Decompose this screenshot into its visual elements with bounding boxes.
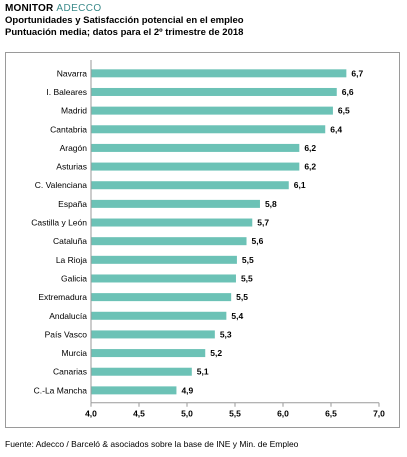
category-label: España bbox=[58, 199, 87, 209]
value-label: 6,1 bbox=[294, 180, 306, 190]
bar bbox=[91, 87, 337, 96]
value-label: 6,2 bbox=[304, 162, 316, 172]
bar bbox=[91, 255, 237, 264]
bar bbox=[91, 181, 289, 190]
category-label: Cataluña bbox=[53, 236, 87, 246]
x-tick-label: 7,0 bbox=[373, 409, 385, 419]
bars-layer: Navarra 6,7 I. Baleares 6,6 Madrid 6,5 Cantabr… bbox=[31, 68, 363, 395]
bar bbox=[91, 274, 236, 283]
x-tick-label: 5,5 bbox=[229, 409, 241, 419]
value-label: 5,5 bbox=[236, 292, 248, 302]
bar bbox=[91, 330, 215, 339]
x-tick-label: 5,0 bbox=[181, 409, 193, 419]
bar bbox=[91, 386, 177, 395]
brand-accent: ADECCO bbox=[56, 3, 102, 14]
bar bbox=[91, 143, 300, 152]
value-label: 5,5 bbox=[241, 273, 253, 283]
x-tick-label: 6,5 bbox=[325, 409, 337, 419]
category-label: Asturias bbox=[56, 162, 87, 172]
category-label: Galicia bbox=[61, 273, 87, 283]
chart-header: MONITOR ADECCO Oportunidades y Satisfacc… bbox=[5, 3, 403, 39]
bar bbox=[91, 218, 253, 227]
bar bbox=[91, 106, 333, 115]
bar bbox=[91, 367, 192, 376]
value-label: 5,3 bbox=[220, 329, 232, 339]
value-label: 6,5 bbox=[338, 106, 350, 116]
category-label: Andalucía bbox=[49, 311, 87, 321]
bar bbox=[91, 125, 326, 134]
value-label: 6,4 bbox=[330, 124, 342, 134]
x-tick-label: 4,5 bbox=[133, 409, 145, 419]
source-note: Fuente: Adecco / Barceló & asociados sob… bbox=[5, 439, 299, 449]
value-label: 5,7 bbox=[257, 218, 269, 228]
brand-logo: MONITOR ADECCO bbox=[5, 3, 403, 15]
bar-chart: Navarra 6,7 I. Baleares 6,6 Madrid 6,5 Cantabr… bbox=[31, 60, 385, 419]
x-tick-label: 6,0 bbox=[277, 409, 289, 419]
value-label: 6,2 bbox=[304, 143, 316, 153]
bar bbox=[91, 199, 260, 208]
x-tick-label: 4,0 bbox=[85, 409, 97, 419]
category-label: Madrid bbox=[61, 106, 87, 116]
bar bbox=[91, 349, 206, 358]
bar bbox=[91, 237, 247, 246]
value-label: 5,1 bbox=[197, 367, 209, 377]
bar bbox=[91, 293, 232, 302]
category-label: País Vasco bbox=[45, 329, 88, 339]
value-label: 5,8 bbox=[265, 199, 277, 209]
value-label: 4,9 bbox=[181, 385, 193, 395]
category-label: C.-La Mancha bbox=[34, 385, 88, 395]
value-label: 5,4 bbox=[231, 311, 243, 321]
brand-main: MONITOR bbox=[5, 3, 54, 14]
x-axis: 4,0 4,5 5,0 5,5 6,0 6,5 7,0 bbox=[85, 60, 385, 419]
value-label: 5,2 bbox=[210, 348, 222, 358]
category-label: Murcia bbox=[61, 348, 87, 358]
chart-subtitle: Puntuación media; datos para el 2º trime… bbox=[5, 27, 244, 38]
category-label: Extremadura bbox=[38, 292, 87, 302]
category-label: Aragón bbox=[60, 143, 88, 153]
chart-title: Oportunidades y Satisfacción potencial e… bbox=[5, 15, 244, 26]
chart-frame bbox=[5, 52, 400, 428]
bar bbox=[91, 69, 347, 78]
bar bbox=[91, 162, 300, 171]
category-label: Canarias bbox=[53, 367, 87, 377]
category-label: Navarra bbox=[57, 68, 88, 78]
value-label: 6,6 bbox=[342, 87, 354, 97]
category-label: C. Valenciana bbox=[35, 180, 88, 190]
value-label: 5,5 bbox=[242, 255, 254, 265]
value-label: 6,7 bbox=[351, 68, 363, 78]
bar bbox=[91, 311, 227, 320]
value-label: 5,6 bbox=[252, 236, 264, 246]
category-label: La Rioja bbox=[56, 255, 87, 265]
category-label: Castilla y León bbox=[31, 218, 87, 228]
category-label: I. Baleares bbox=[46, 87, 87, 97]
category-label: Cantabria bbox=[50, 124, 87, 134]
